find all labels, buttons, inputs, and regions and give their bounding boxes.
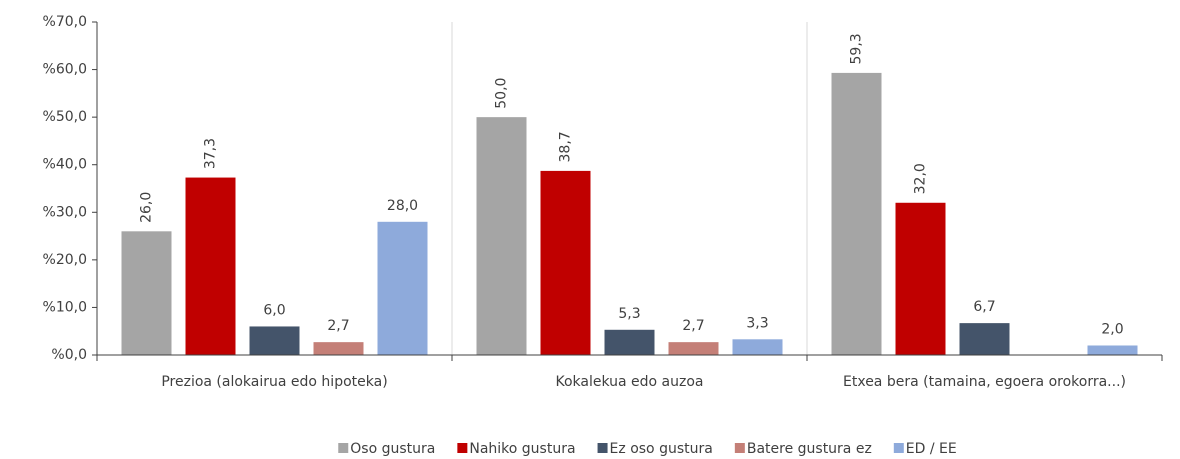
y-tick-label: %20,0 bbox=[43, 252, 87, 268]
data-label: 59,3 bbox=[849, 33, 865, 64]
data-label: 26,0 bbox=[139, 192, 155, 223]
bar bbox=[313, 342, 364, 355]
data-label: 3,3 bbox=[746, 315, 768, 331]
legend-swatch bbox=[893, 443, 904, 453]
x-tick-label: Etxea bera (tamaina, egoera orokorra...) bbox=[843, 374, 1126, 390]
data-label: 32,0 bbox=[913, 163, 929, 194]
y-tick-label: %50,0 bbox=[43, 109, 87, 125]
legend-label: Nahiko gustura bbox=[469, 441, 575, 457]
data-label: 2,7 bbox=[327, 318, 349, 334]
bar bbox=[185, 177, 236, 355]
legend-label: Batere gustura ez bbox=[747, 441, 872, 457]
x-tick-label: Prezioa (alokairua edo hipoteka) bbox=[161, 374, 388, 390]
bar bbox=[668, 342, 719, 355]
y-tick-label: %40,0 bbox=[43, 157, 87, 173]
bar bbox=[1087, 345, 1138, 355]
legend-label: ED / EE bbox=[906, 441, 957, 457]
legend-swatch bbox=[597, 443, 608, 453]
bar bbox=[377, 221, 428, 355]
legend-label: Ez oso gustura bbox=[610, 441, 713, 457]
bar bbox=[831, 72, 882, 355]
y-tick-label: %60,0 bbox=[43, 62, 87, 78]
bar bbox=[540, 170, 591, 355]
bar bbox=[121, 231, 172, 355]
bar bbox=[959, 323, 1010, 355]
legend: Oso gustura Nahiko gustura Ez oso gustura B… bbox=[338, 441, 957, 457]
data-label: 38,7 bbox=[558, 131, 574, 162]
bar bbox=[476, 117, 527, 356]
y-tick-label: %30,0 bbox=[43, 204, 87, 220]
data-label: 6,7 bbox=[973, 299, 995, 315]
bar bbox=[895, 202, 946, 355]
y-tick-label: %70,0 bbox=[43, 14, 87, 30]
data-label: 2,7 bbox=[682, 318, 704, 334]
data-label: 28,0 bbox=[387, 198, 418, 214]
legend-swatch bbox=[338, 443, 349, 453]
y-tick-label: %0,0 bbox=[51, 347, 87, 363]
legend-swatch bbox=[734, 443, 745, 453]
bar bbox=[604, 329, 655, 355]
data-label: 50,0 bbox=[494, 78, 510, 109]
bar bbox=[249, 326, 300, 355]
y-tick-label: %10,0 bbox=[43, 299, 87, 315]
legend-label: Oso gustura bbox=[350, 441, 435, 457]
x-tick-label: Kokalekua edo auzoa bbox=[555, 374, 704, 390]
data-label: 37,3 bbox=[203, 138, 219, 169]
data-label: 6,0 bbox=[263, 302, 285, 318]
bar bbox=[732, 339, 783, 355]
data-label: 5,3 bbox=[618, 306, 640, 322]
legend-swatch bbox=[457, 443, 468, 453]
data-label: 2,0 bbox=[1101, 321, 1123, 337]
